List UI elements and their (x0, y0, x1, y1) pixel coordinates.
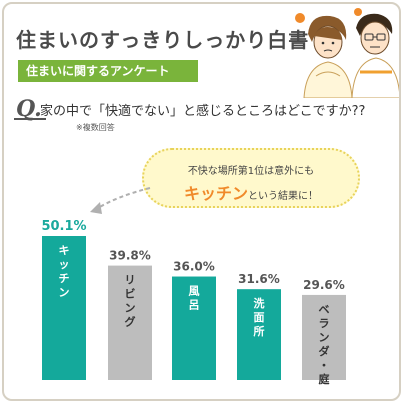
callout-rest: という結果に！ (248, 191, 318, 202)
survey-subtitle-banner: 住まいに関するアンケート (18, 60, 198, 82)
question-marker: Q. (14, 96, 46, 122)
woman-illustration (303, 15, 353, 98)
couple-illustration (295, 8, 399, 98)
page-title: 住まいのすっきりしっかり白書 (16, 28, 310, 52)
callout-emphasis: キッチン (183, 184, 248, 203)
question-note: ※複数回答 (76, 123, 115, 132)
anger-mark-icon (295, 8, 362, 23)
question-text: 家の中で「快適でない」と感じるところはどこですか?? (40, 104, 366, 119)
callout-line1: 不快な場所第1位は意外にも (187, 166, 315, 177)
callout-bubble: 不快な場所第1位は意外にも キッチンという結果に！ (142, 148, 360, 208)
man-illustration (351, 13, 399, 98)
callout-line2: キッチンという結果に！ (144, 180, 358, 204)
